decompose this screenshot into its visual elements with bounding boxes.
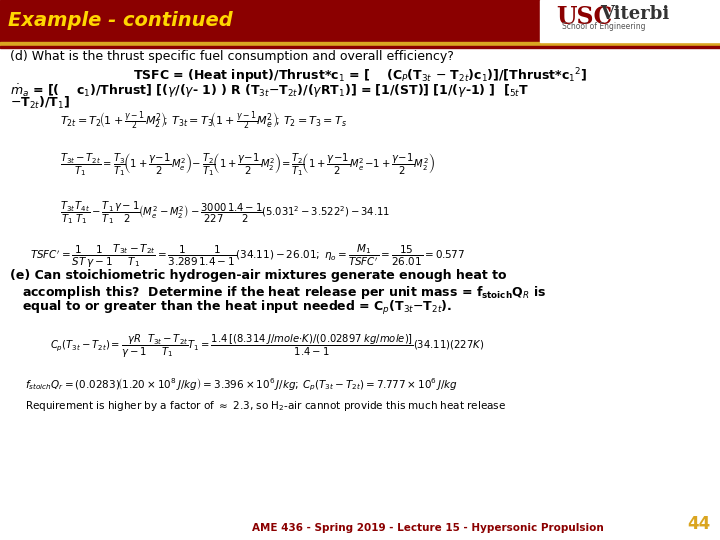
- Text: TSFC = (Heat input)/Thrust*c$_1$ = [    (C$_P$(T$_{3t}$ $-$ T$_{2t}$)c$_1$)]/[Th: TSFC = (Heat input)/Thrust*c$_1$ = [ (C$…: [132, 66, 588, 86]
- Bar: [0, 42, 720, 46]
- Bar: [0, 46, 720, 48]
- Text: $T_{2t}=T_2\!\left(1+\frac{\gamma-1}{2}M_2^2\right)\!;\,T_{3t}=T_3\!\left(1+\fra: $T_{2t}=T_2\!\left(1+\frac{\gamma-1}{2}M…: [60, 109, 347, 132]
- Text: accomplish this?  Determine if the heat release per unit mass = f$_\mathregular{: accomplish this? Determine if the heat r…: [22, 284, 546, 301]
- Text: AME 436 - Spring 2019 - Lecture 15 - Hypersonic Propulsion: AME 436 - Spring 2019 - Lecture 15 - Hyp…: [252, 523, 604, 533]
- Text: School of Engineering: School of Engineering: [562, 22, 646, 31]
- Text: Requirement is higher by a factor of $\approx$ 2.3, so H$_2$-air cannot provide : Requirement is higher by a factor of $\a…: [25, 399, 506, 413]
- Text: 44: 44: [687, 515, 710, 533]
- Text: Viterbi: Viterbi: [600, 5, 670, 23]
- Text: Example - continued: Example - continued: [8, 11, 233, 30]
- Bar: [0, 0, 720, 42]
- Bar: [540, 0, 720, 42]
- Text: $TSFC'=\dfrac{1}{ST}\dfrac{1}{\gamma-1}\dfrac{T_{3t}-T_{2t}}{T_1}=\dfrac{1}{3.28: $TSFC'=\dfrac{1}{ST}\dfrac{1}{\gamma-1}\…: [30, 243, 465, 270]
- Text: $-$T$_{2t}$)/T$_1$]: $-$T$_{2t}$)/T$_1$]: [10, 95, 70, 111]
- Text: USC: USC: [556, 5, 612, 29]
- Text: (d) What is the thrust specific fuel consumption and overall efficiency?: (d) What is the thrust specific fuel con…: [10, 50, 454, 63]
- Text: $\dfrac{T_{3t}}{T_1}\dfrac{T_{4t}}{T_1}-\dfrac{T_1}{T_1}\dfrac{\gamma-1}{2}\!\le: $\dfrac{T_{3t}}{T_1}\dfrac{T_{4t}}{T_1}-…: [60, 199, 390, 226]
- Text: equal to or greater than the heat input needed = C$_p$(T$_{3t}$$-$T$_{2t}$).: equal to or greater than the heat input …: [22, 299, 452, 317]
- Text: $\mathit{\dot{m}_a}$ = [(    c$_1$)/Thrust] [($\gamma$/($\gamma$- 1) ) R (T$_{3t: $\mathit{\dot{m}_a}$ = [( c$_1$)/Thrust]…: [10, 82, 529, 99]
- Text: $\dfrac{T_{3t}-T_{2t}}{T_1}=\dfrac{T_3}{T_1}\!\left(1+\dfrac{\gamma\!-\!1}{2}M_e: $\dfrac{T_{3t}-T_{2t}}{T_1}=\dfrac{T_3}{…: [60, 151, 435, 178]
- Text: $C_p(T_{3t}-T_{2t})=\dfrac{\gamma R}{\gamma-1}\dfrac{T_{3t}-T_{2t}}{T_1}T_1=\dfr: $C_p(T_{3t}-T_{2t})=\dfrac{\gamma R}{\ga…: [50, 333, 484, 360]
- Text: (e) Can stoichiometric hydrogen-air mixtures generate enough heat to: (e) Can stoichiometric hydrogen-air mixt…: [10, 269, 506, 282]
- Text: $f_{stoich}Q_r=(0.0283)\!\left(1.20\times10^8\,J/kg\right)=3.396\times10^6\,J/kg: $f_{stoich}Q_r=(0.0283)\!\left(1.20\time…: [25, 377, 458, 394]
